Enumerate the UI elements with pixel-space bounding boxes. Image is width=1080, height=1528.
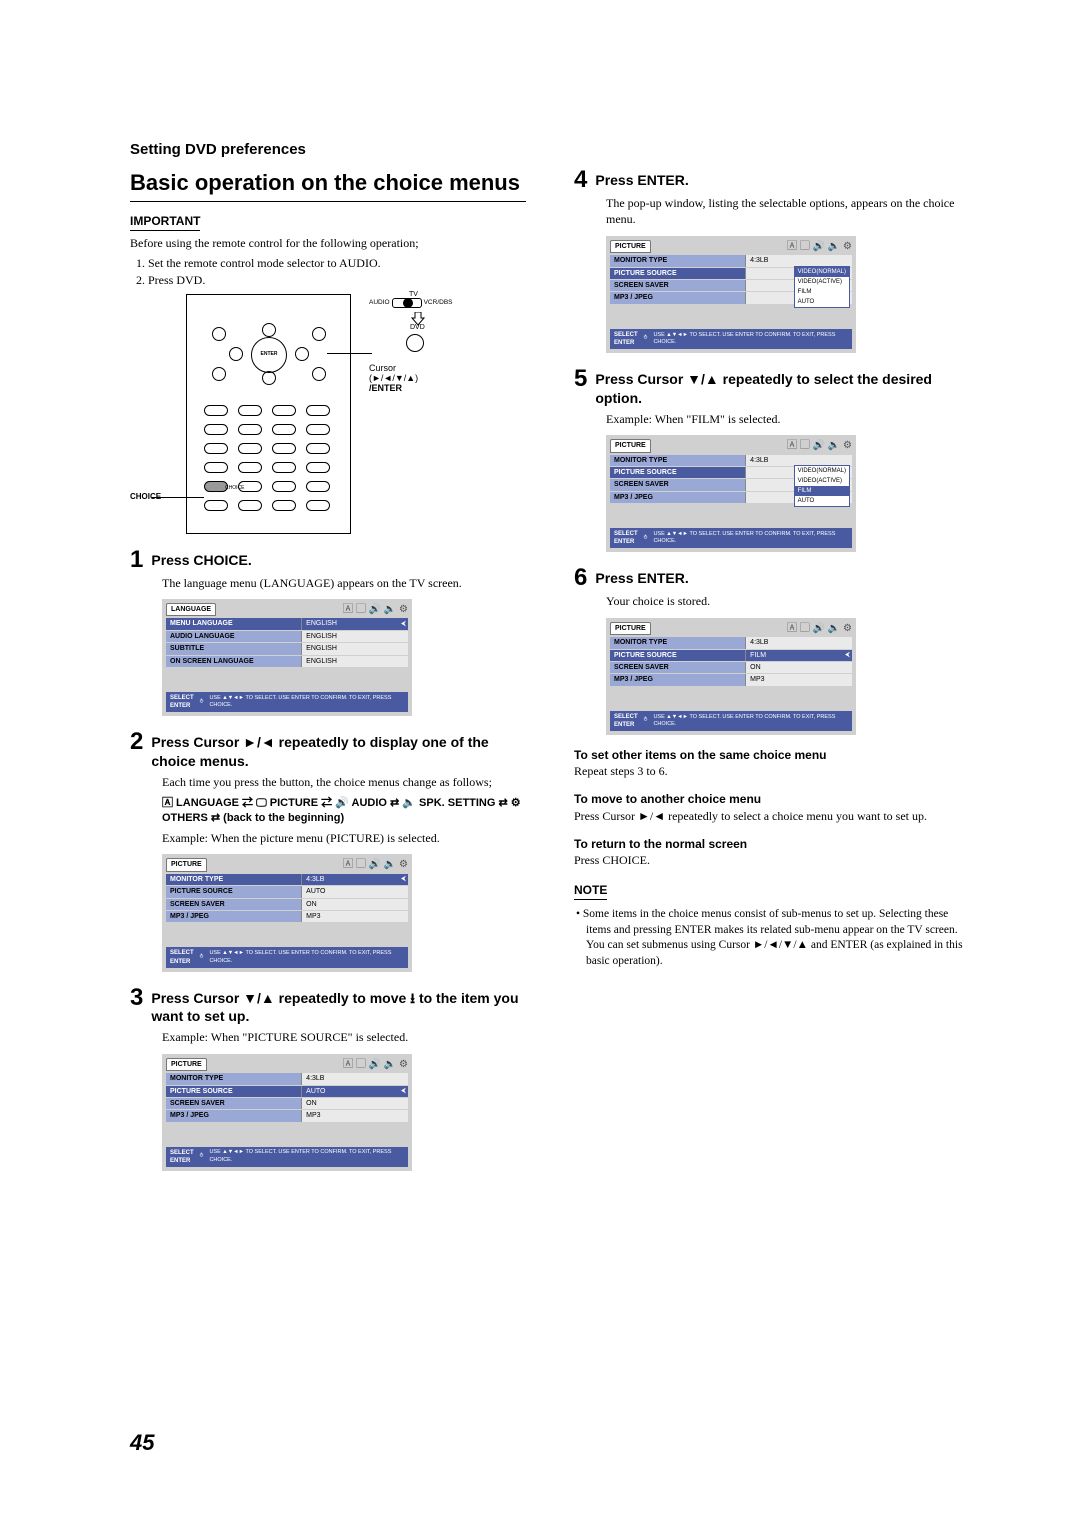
set-other-body: Repeat steps 3 to 6. [574,763,970,779]
remote-btn-right [295,347,309,361]
step-3: 3 Press Cursor ▼/▲ repeatedly to move ⭳ … [130,986,526,1027]
step-5: 5 Press Cursor ▼/▲ repeatedly to select … [574,367,970,408]
important-intro: Before using the remote control for the … [130,235,516,251]
remote-btn-up [262,323,276,337]
step-head: Press CHOICE. [151,551,251,570]
enter-ring: ENTER [251,337,287,373]
step-number: 4 [574,168,587,192]
step-2-sub: Each time you press the button, the choi… [162,774,526,790]
remote-choice-sub: CHOICE [225,485,244,492]
important-list: Set the remote control mode selector to … [148,255,516,287]
important-label: IMPORTANT [130,213,200,231]
step-head: Press Cursor ▼/▲ repeatedly to move ⭳ to… [151,989,526,1027]
menu-picture-popup-1: PICTURE🄰 ▢ 🔊 🔈 ⚙MONITOR TYPE4:3LBPICTURE… [606,236,856,353]
left-column: Basic operation on the choice menus IMPO… [130,168,526,1179]
step-1: 1 Press CHOICE. [130,548,526,572]
vcr-label: VCR/DBS [424,299,453,306]
return-head: To return to the normal screen [574,836,970,852]
move-head: To move to another choice menu [574,791,970,807]
dvd-button-icon [406,334,424,352]
important-item: Set the remote control mode selector to … [148,255,516,271]
remote-btn-down [262,371,276,385]
menu-picture-popup-2: PICTURE🄰 ▢ 🔊 🔈 ⚙MONITOR TYPE4:3LBPICTURE… [606,435,856,552]
step-number: 1 [130,548,143,572]
step-head: Press ENTER. [595,569,688,588]
menu-picture-2: PICTURE🄰 ▢ 🔊 🔈 ⚙MONITOR TYPE4:3LBPICTURE… [162,1054,412,1171]
step-6: 6 Press ENTER. [574,566,970,590]
step-number: 5 [574,367,587,391]
step-2-example: Example: When the picture menu (PICTURE)… [162,830,526,846]
step-number: 6 [574,566,587,590]
step-head: Press Cursor ►/◄ repeatedly to display o… [151,733,526,771]
note-body: • Some items in the choice menus consist… [574,907,970,969]
step-5-example: Example: When "FILM" is selected. [606,411,970,427]
menu-picture-1: PICTURE🄰 ▢ 🔊 🔈 ⚙MONITOR TYPE4:3LB⮜PICTUR… [162,854,412,971]
return-body: Press CHOICE. [574,852,970,868]
note-text: Some items in the choice menus consist o… [583,908,963,967]
step-4-sub: The pop-up window, listing the selectabl… [606,195,970,227]
dvd-label: DVD [410,324,425,332]
step-head: Press Cursor ▼/▲ repeatedly to select th… [595,370,970,408]
remote-btn [212,367,226,381]
section-title: Basic operation on the choice menus [130,168,526,202]
note-label: NOTE [574,882,607,900]
step-3-example: Example: When "PICTURE SOURCE" is select… [162,1029,526,1045]
remote-btn [212,327,226,341]
important-item: Press DVD. [148,272,516,288]
remote-button-rows [204,405,330,519]
menu-cycle: 🄰 LANGUAGE ⇄ 🖵 PICTURE ⇄ 🔊 AUDIO ⇄ 🔈 SPK… [162,796,526,826]
step-2: 2 Press Cursor ►/◄ repeatedly to display… [130,730,526,771]
mode-switch: AUDIO VCR/DBS [369,298,453,308]
step-number: 3 [130,986,143,1010]
move-body: Press Cursor ►/◄ repeatedly to select a … [574,808,970,824]
menu-language: LANGUAGE🄰 ▢ 🔊 🔈 ⚙MENU LANGUAGEENGLISH⮜AU… [162,599,412,716]
remote-btn-left [229,347,243,361]
page-header: Setting DVD preferences [130,140,970,160]
step-6-sub: Your choice is stored. [606,593,970,609]
right-column: 4 Press ENTER. The pop-up window, listin… [574,168,970,1179]
remote-right-labels: TV AUDIO VCR/DBS DVD Cursor (►/◄/▼/▲) /E… [359,294,526,534]
remote-btn [312,367,326,381]
dpad: ENTER [209,325,329,385]
remote-body: ENTER CHOICE [186,294,351,534]
page-number: 45 [130,1428,154,1458]
audio-label: AUDIO [369,299,390,306]
enter-label: /ENTER [369,384,402,394]
remote-btn [312,327,326,341]
remote-illustration: CHOICE ENTER [130,294,526,534]
menu-picture-stored: PICTURE🄰 ▢ 🔊 🔈 ⚙MONITOR TYPE4:3LBPICTURE… [606,618,856,735]
main-columns: Basic operation on the choice menus IMPO… [130,168,970,1179]
step-head: Press ENTER. [595,171,688,190]
step-number: 2 [130,730,143,754]
set-other-head: To set other items on the same choice me… [574,747,970,763]
step-1-sub: The language menu (LANGUAGE) appears on … [162,575,526,591]
step-4: 4 Press ENTER. [574,168,970,192]
